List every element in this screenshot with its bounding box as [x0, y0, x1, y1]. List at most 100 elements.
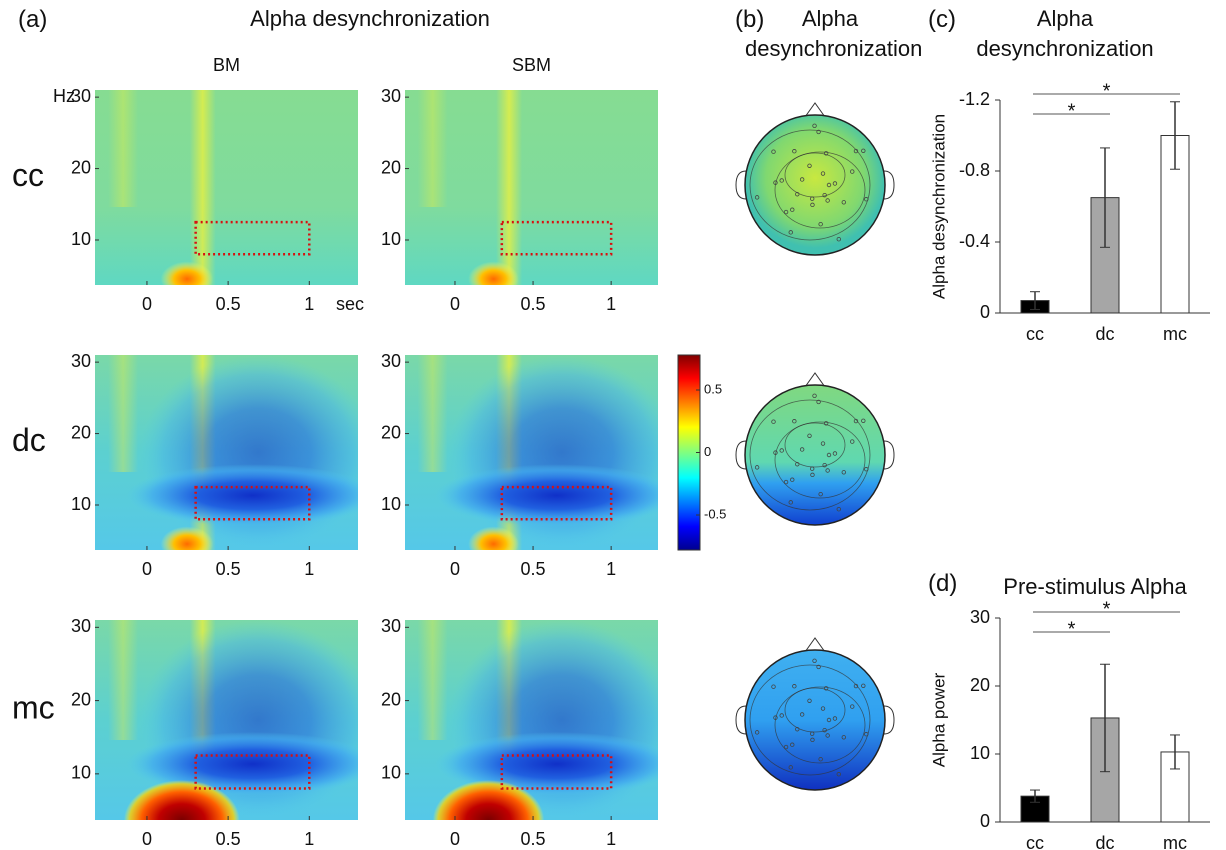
electrode	[773, 180, 778, 185]
blob	[126, 464, 358, 527]
y-tick-label: -0.4	[959, 231, 990, 251]
x-tick-label: dc	[1095, 324, 1114, 344]
blob	[126, 732, 358, 796]
electrode	[807, 163, 812, 168]
electrode	[864, 732, 869, 737]
colorbar-tick-label: 0	[704, 444, 711, 459]
x-tick-label: 0	[450, 829, 460, 849]
y-axis-label: Alpha desynchronization	[929, 114, 948, 299]
electrode	[836, 772, 841, 777]
x-tick-label: 1	[606, 559, 616, 579]
electrode	[836, 237, 841, 242]
electrode	[812, 658, 817, 664]
x-tick-label: 0.5	[216, 294, 241, 314]
contour	[784, 152, 846, 198]
electrode	[832, 451, 838, 456]
electrode	[816, 664, 821, 670]
chart-title: Alpha desynchronization	[976, 6, 1154, 61]
electrode	[861, 683, 866, 688]
electrode	[861, 148, 866, 153]
contour	[749, 399, 871, 511]
y-tick-label: 20	[381, 422, 401, 442]
heatmap-image	[95, 90, 358, 285]
x-tick-label: dc	[1095, 833, 1114, 850]
electrode	[816, 399, 821, 405]
x-tick-label: 1	[304, 559, 314, 579]
roi-box	[500, 220, 613, 256]
contour	[749, 129, 871, 241]
electrode	[795, 192, 800, 197]
y-tick-label: 20	[71, 422, 91, 442]
electrode	[779, 713, 784, 718]
electrode	[822, 192, 827, 198]
electrode	[807, 698, 812, 703]
row-label: cc	[12, 157, 44, 193]
heatmap-image	[405, 90, 658, 285]
x-tick-label: 1	[304, 829, 314, 849]
x-axis-label: sec	[336, 294, 364, 314]
y-tick-label: 30	[71, 616, 91, 636]
panel-label: (b)	[735, 6, 765, 33]
roi-box	[194, 220, 311, 256]
x-tick-label: 0	[450, 559, 460, 579]
ear	[883, 705, 895, 735]
electrode	[779, 448, 784, 453]
heatmap-background	[95, 90, 358, 285]
electrode	[783, 209, 789, 215]
electrode	[792, 419, 797, 424]
contour	[774, 686, 866, 764]
significance-label: *	[1068, 100, 1076, 122]
electrode	[864, 197, 869, 202]
y-tick-label: 20	[71, 157, 91, 177]
x-tick-label: mc	[1163, 324, 1187, 344]
chart-title: Pre-stimulus Alpha	[1003, 574, 1187, 599]
panel-title: Alpha desynchronization	[745, 6, 923, 61]
contour	[749, 664, 871, 776]
blob	[435, 732, 658, 796]
contour	[784, 422, 846, 468]
y-tick-label: 10	[71, 494, 91, 514]
electrode	[771, 419, 776, 424]
y-tick-label: 10	[381, 494, 401, 514]
electrode	[790, 207, 795, 212]
x-tick-label: 0.5	[521, 559, 546, 579]
electrode	[823, 151, 829, 156]
y-tick-label: 30	[381, 616, 401, 636]
panel-label: (d)	[928, 570, 958, 597]
streak	[496, 90, 523, 285]
blob	[123, 780, 240, 820]
ear	[735, 170, 747, 200]
streak	[417, 90, 448, 207]
electrode	[818, 221, 823, 227]
streak	[189, 90, 216, 285]
panel-label: (c)	[928, 6, 956, 33]
electrode	[809, 731, 815, 736]
x-tick-label: 0	[142, 559, 152, 579]
contour	[774, 151, 866, 229]
row-label: dc	[12, 422, 46, 458]
x-tick-label: 0.5	[521, 829, 546, 849]
electrode	[771, 684, 776, 689]
significance-label: *	[1068, 618, 1076, 640]
electrode	[792, 149, 797, 154]
electrode	[807, 433, 812, 438]
ear	[735, 705, 747, 735]
blob	[160, 526, 214, 550]
electrode	[818, 756, 823, 762]
blob	[160, 261, 214, 285]
electrode	[790, 477, 795, 482]
electrode	[823, 421, 829, 426]
electrode	[809, 466, 815, 471]
roi-box	[194, 754, 311, 790]
x-tick-label: 0.5	[216, 559, 241, 579]
colorbar-tick-label: -0.5	[704, 506, 726, 521]
electrode	[825, 468, 830, 473]
y-tick-label: 10	[381, 763, 401, 783]
bar	[1160, 135, 1190, 314]
column-title: SBM	[512, 55, 551, 75]
electrode	[788, 230, 793, 235]
electrode	[810, 737, 815, 743]
streak	[108, 90, 139, 207]
nose	[804, 102, 826, 118]
